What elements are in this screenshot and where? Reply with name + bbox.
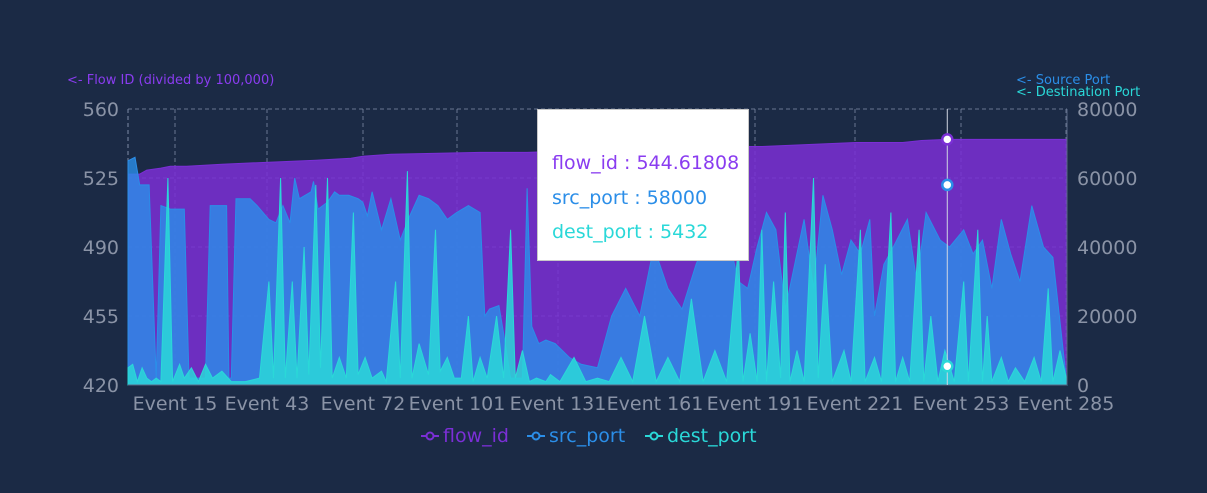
legend-marker-dest-port [649, 431, 659, 441]
right-tick-label: 60000 [1077, 168, 1137, 190]
left-tick-label: 560 [83, 99, 119, 121]
left-tick-label: 455 [83, 306, 119, 328]
series-area-dest-port [127, 171, 1068, 386]
x-tick-label: Event 221 [807, 393, 904, 415]
x-tick-label: Event 15 [133, 393, 218, 415]
series-areas [127, 138, 1068, 386]
right-tick-label: 0 [1077, 375, 1089, 397]
left-tick-label: 490 [83, 237, 119, 259]
legend-label-src-port[interactable]: src_port [549, 425, 625, 447]
x-tick-label: Event 131 [510, 393, 607, 415]
x-tick-label: Event 72 [321, 393, 406, 415]
x-tick-label: Event 161 [607, 393, 704, 415]
legend-marker-flow-id [425, 431, 435, 441]
right-tick-label: 40000 [1077, 237, 1137, 259]
hover-markers [941, 109, 954, 385]
right-tick-label: 20000 [1077, 306, 1137, 328]
x-tick-label: Event 43 [225, 393, 310, 415]
right-axis-label-destination-port: <- Destination Port [1016, 85, 1140, 100]
left-axis-label: <- Flow ID (divided by 100,000) [67, 73, 274, 88]
hover-marker-src-port [941, 178, 954, 192]
tick-labels: 560525490455420800006000040000200000Even… [83, 99, 1138, 415]
left-tick-label: 525 [83, 168, 119, 190]
legend-label-dest-port[interactable]: dest_port [667, 425, 757, 447]
legend-label-flow-id[interactable]: flow_id [443, 425, 509, 447]
x-tick-label: Event 101 [409, 393, 506, 415]
left-tick-label: 420 [83, 375, 119, 397]
x-tick-label: Event 285 [1018, 393, 1115, 415]
axes [128, 109, 1068, 386]
hover-tooltip: flow_id : 544.61808 src_port : 58000 des… [537, 109, 749, 261]
legend-marker-src-port [531, 431, 541, 441]
series-area-src-port [127, 156, 1068, 386]
tooltip-dest-port: dest_port : 5432 [552, 221, 709, 243]
tooltip-flow-id: flow_id : 544.61808 [552, 152, 740, 174]
x-tick-label: Event 191 [707, 393, 804, 415]
legend[interactable]: flow_id src_port dest_port [421, 425, 757, 447]
right-tick-label: 80000 [1077, 99, 1137, 121]
x-tick-label: Event 253 [913, 393, 1010, 415]
tooltip-src-port: src_port : 58000 [552, 187, 708, 209]
right-axis-label-source-port: <- Source Port [1016, 73, 1110, 88]
hover-marker-dest-port [941, 360, 954, 373]
hover-marker-flow-id [941, 133, 954, 146]
